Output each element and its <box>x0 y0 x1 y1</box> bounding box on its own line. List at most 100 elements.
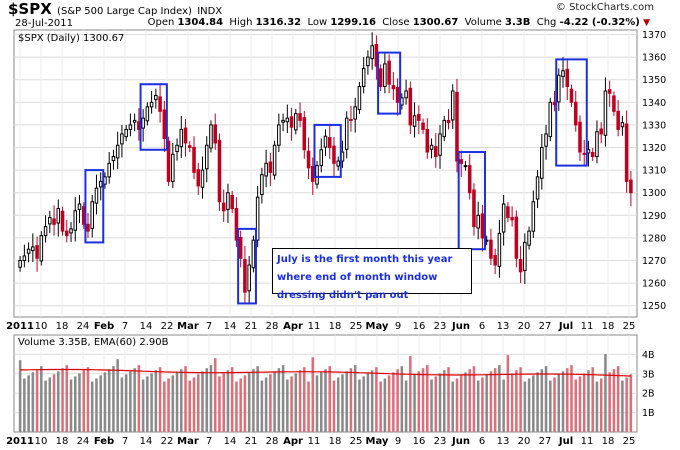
candle-body <box>561 70 565 78</box>
price-x-tick: 21 <box>245 321 258 332</box>
volume-bar <box>591 367 594 432</box>
volume-bar <box>69 379 73 432</box>
price-x-tick: 25 <box>623 321 636 332</box>
candle-body <box>480 213 485 239</box>
price-x-tick: 27 <box>539 321 552 332</box>
volume-bar <box>341 374 344 432</box>
volume-bar <box>493 368 497 432</box>
volume-bar <box>116 359 119 432</box>
price-x-tick: 14 <box>224 321 237 332</box>
volume-bar <box>400 366 404 432</box>
candle-body <box>497 232 502 267</box>
candle-body <box>607 89 612 94</box>
price-x-tick: 6 <box>479 321 485 332</box>
brand-text: © StockCharts.com <box>555 2 654 13</box>
volume-bar <box>476 380 480 432</box>
candle-body <box>442 119 447 138</box>
volume-x-tick: 7 <box>122 436 128 447</box>
price-x-tick: 23 <box>434 321 447 332</box>
volume-bar <box>392 372 395 432</box>
volume-x-tick: 21 <box>245 436 258 447</box>
volume-bar <box>561 371 565 432</box>
candle-body <box>217 139 222 203</box>
candle-body <box>251 239 256 269</box>
volume-x-tick: 14 <box>140 436 153 447</box>
volume-bar <box>417 371 421 432</box>
volume-bar <box>336 377 340 432</box>
candle-body <box>281 119 285 123</box>
candle-body <box>192 147 196 173</box>
volume-bar <box>358 379 361 432</box>
volume-bar <box>163 381 166 432</box>
candle-body <box>230 194 234 210</box>
price-axis-tick: 1260 <box>642 279 666 290</box>
ema-line <box>20 368 631 377</box>
volume-x-tick: 25 <box>623 436 636 447</box>
volume-x-tick: Jun <box>451 436 470 447</box>
volume-bar <box>459 375 463 432</box>
volume-bar <box>184 366 187 432</box>
volume-bar <box>218 376 221 432</box>
candle-body <box>527 230 531 246</box>
volume-bar <box>239 378 242 432</box>
volume-x-tick: 22 <box>161 436 174 447</box>
volume-x-tick: 28 <box>266 436 279 447</box>
candle-body <box>221 202 226 212</box>
candle-body <box>336 160 340 167</box>
candle-body <box>378 68 383 87</box>
candle-body <box>450 90 455 121</box>
price-x-tick: 22 <box>161 321 174 332</box>
volume-bar <box>383 378 387 432</box>
volume-bar <box>48 377 52 432</box>
volume-bar <box>578 376 582 432</box>
candle-body <box>438 133 442 156</box>
highlight-box <box>139 83 168 151</box>
candle-body <box>323 135 328 148</box>
candle-body <box>243 259 247 293</box>
candle-body <box>65 230 69 237</box>
candle-body <box>395 86 400 103</box>
price-axis-tick: 1300 <box>642 188 666 199</box>
volume-bar <box>557 374 561 432</box>
volume-bar <box>536 372 539 432</box>
volume-bar <box>489 371 493 432</box>
volume-bar <box>421 368 425 432</box>
volume-bar <box>286 379 289 432</box>
volume-bar <box>124 374 128 432</box>
volume-bar <box>31 372 35 432</box>
volume-bar <box>544 366 548 432</box>
volume-bar <box>120 377 124 432</box>
candle-body <box>344 117 349 150</box>
volume-bar <box>133 368 136 432</box>
candle-body <box>73 210 78 231</box>
candle-body <box>255 196 260 241</box>
candle-body <box>141 117 145 129</box>
candle-body <box>476 214 480 229</box>
price-x-tick: 25 <box>350 321 363 332</box>
candle-body <box>26 248 31 254</box>
volume-x-tick: 13 <box>497 436 510 447</box>
volume-bar <box>608 372 611 432</box>
volume-bar <box>515 370 518 432</box>
candle-body <box>518 259 523 273</box>
volume-x-tick: Jul <box>558 436 573 447</box>
volume-bar <box>201 371 204 432</box>
volume-bar <box>205 368 209 432</box>
volume-x-tick: 14 <box>224 436 237 447</box>
volume-bar <box>18 360 22 432</box>
volume-bar <box>366 373 370 432</box>
volume-bar <box>599 378 603 432</box>
volume-x-tick: 11 <box>308 436 321 447</box>
candle-body <box>272 144 277 176</box>
candle-body <box>425 128 430 153</box>
volume-bar <box>472 366 476 432</box>
down-triangle-icon: ▼ <box>643 18 650 28</box>
volume-bar <box>498 365 501 432</box>
volume-bar <box>150 373 153 432</box>
volume-bar <box>281 365 285 432</box>
candle-body <box>149 101 154 108</box>
candle-body <box>603 90 608 136</box>
candle-body <box>434 146 438 158</box>
